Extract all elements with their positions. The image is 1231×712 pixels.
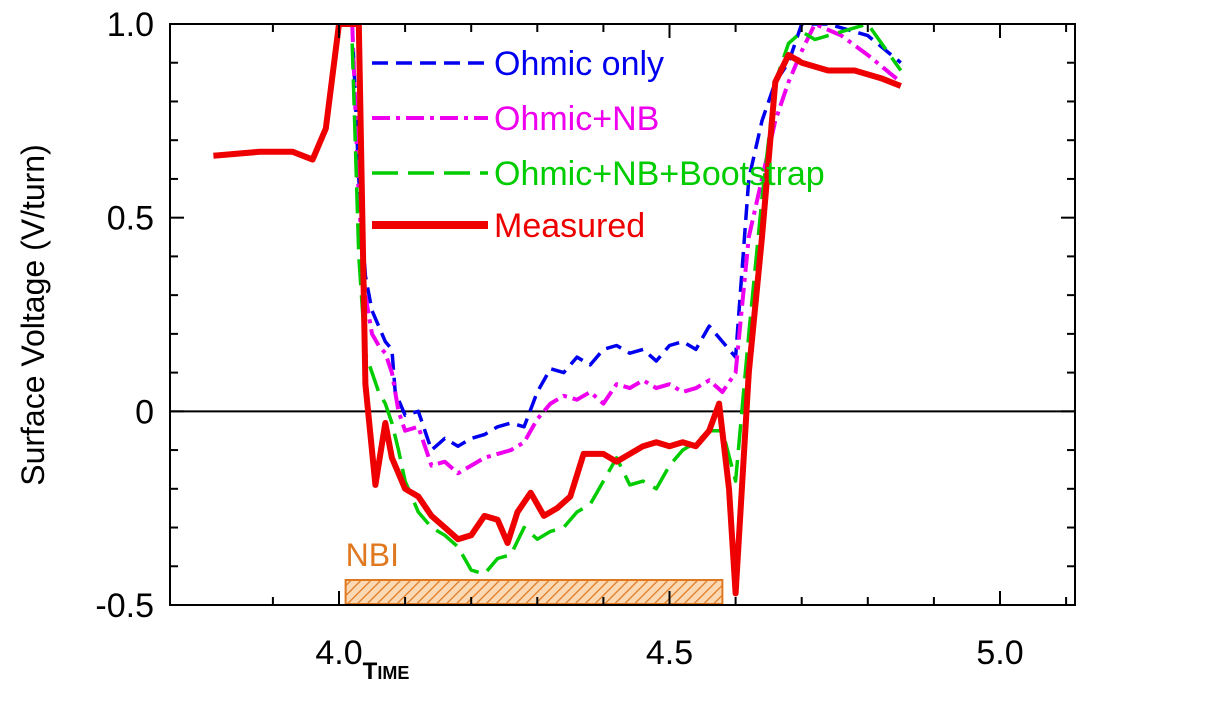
x-tick-label: 5.0 <box>976 634 1023 672</box>
y-tick-label: 1.0 <box>107 6 154 44</box>
legend-label-ohmic-only: Ohmic only <box>494 45 664 83</box>
series-measured <box>213 24 902 597</box>
nbi-label: NBI <box>346 537 399 573</box>
nbi-band <box>344 579 724 605</box>
x-tick-label: 4.5 <box>646 634 693 672</box>
x-tick-label: 4.0 <box>315 634 362 672</box>
y-tick-label: -0.5 <box>95 587 154 625</box>
legend-label-ohmic-nb-bootstrap: Ohmic+NB+Bootstrap <box>494 155 825 193</box>
series-ohmic-nb-bootstrap <box>350 24 903 576</box>
ticks-layer <box>170 23 1075 606</box>
series-layer <box>213 24 903 597</box>
y-axis-label: Surface Voltage (V/turn) <box>15 144 51 486</box>
legend-label-ohmic-nb: Ohmic+NB <box>494 100 659 138</box>
legend-label-measured: Measured <box>494 207 645 245</box>
x-axis-label-rest: IME <box>377 663 409 683</box>
x-axis-label: TIME <box>363 658 410 685</box>
x-tick-labels: 4.0 4.5 5.0 <box>315 634 1023 672</box>
y-tick-label: 0 <box>135 393 154 431</box>
legend: Ohmic only Ohmic+NB Ohmic+NB+Bootstrap M… <box>372 45 825 245</box>
nbi-annotation: NBI <box>344 537 724 605</box>
plot-frame <box>169 23 1076 606</box>
series-ohmic-nb <box>350 24 903 476</box>
x-axis-label-initial: T <box>363 658 378 685</box>
y-tick-labels: 1.0 0.5 0 -0.5 <box>95 6 154 625</box>
y-tick-label: 0.5 <box>107 200 154 238</box>
